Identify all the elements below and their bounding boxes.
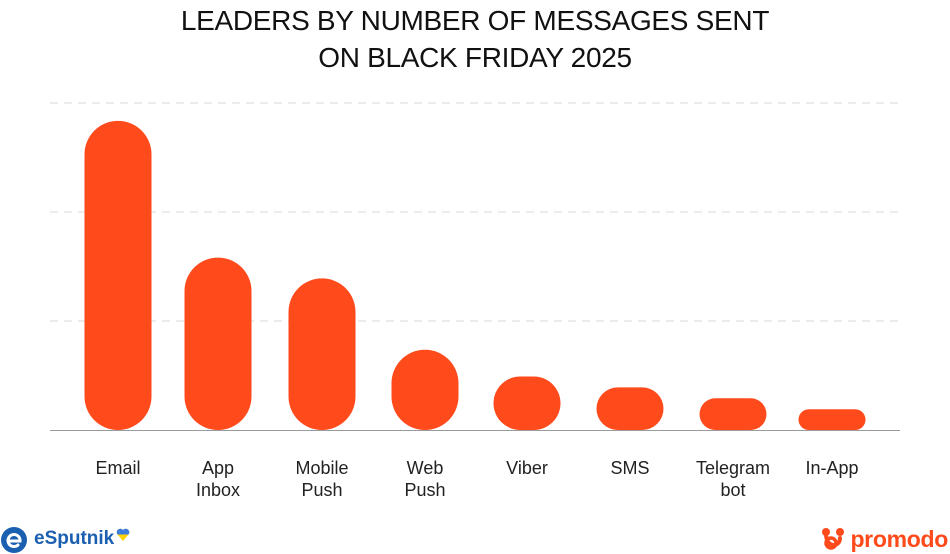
- x-tick-label-mobile-push: Mobile Push: [295, 458, 348, 500]
- bar-email: [84, 120, 152, 430]
- chart-title: LEADERS BY NUMBER OF MESSAGES SENT ON BL…: [0, 2, 950, 76]
- ukraine-heart-icon: [116, 528, 130, 541]
- x-tick-label-viber: Viber: [506, 458, 548, 478]
- x-tick-label-app-inbox: App Inbox: [196, 458, 240, 500]
- promodo-knot-icon: [822, 528, 845, 550]
- bar-in-app: [798, 409, 866, 430]
- bar-mobile-push: [288, 278, 356, 430]
- bar-chart: Email App Inbox Mobile Push Web Push Viber SMS Te…: [50, 102, 900, 500]
- promodo-brand-name: promodo: [850, 525, 948, 552]
- esputnik-e-icon: [1, 527, 27, 553]
- x-tick-label-sms: SMS: [610, 458, 649, 478]
- bar-web-push: [391, 349, 459, 430]
- bar-viber: [493, 376, 561, 430]
- bar-sms: [596, 387, 664, 430]
- chart-title-line-2: ON BLACK FRIDAY 2025: [318, 42, 632, 73]
- bar-app-inbox: [184, 257, 252, 430]
- chart-title-line-1: LEADERS BY NUMBER OF MESSAGES SENT: [180, 5, 770, 36]
- esputnik-logo: eSputnik: [0, 524, 130, 554]
- x-tick-label-email: Email: [95, 458, 140, 478]
- esputnik-brand-name: eSputnik: [34, 528, 115, 549]
- x-tick-label-in-app: In-App: [805, 458, 858, 478]
- promodo-logo: promodo: [820, 524, 948, 554]
- x-tick-label-telegram-bot: Telegram bot: [696, 458, 770, 500]
- x-tick-label-web-push: Web Push: [404, 458, 445, 500]
- bar-telegram-bot: [699, 398, 767, 430]
